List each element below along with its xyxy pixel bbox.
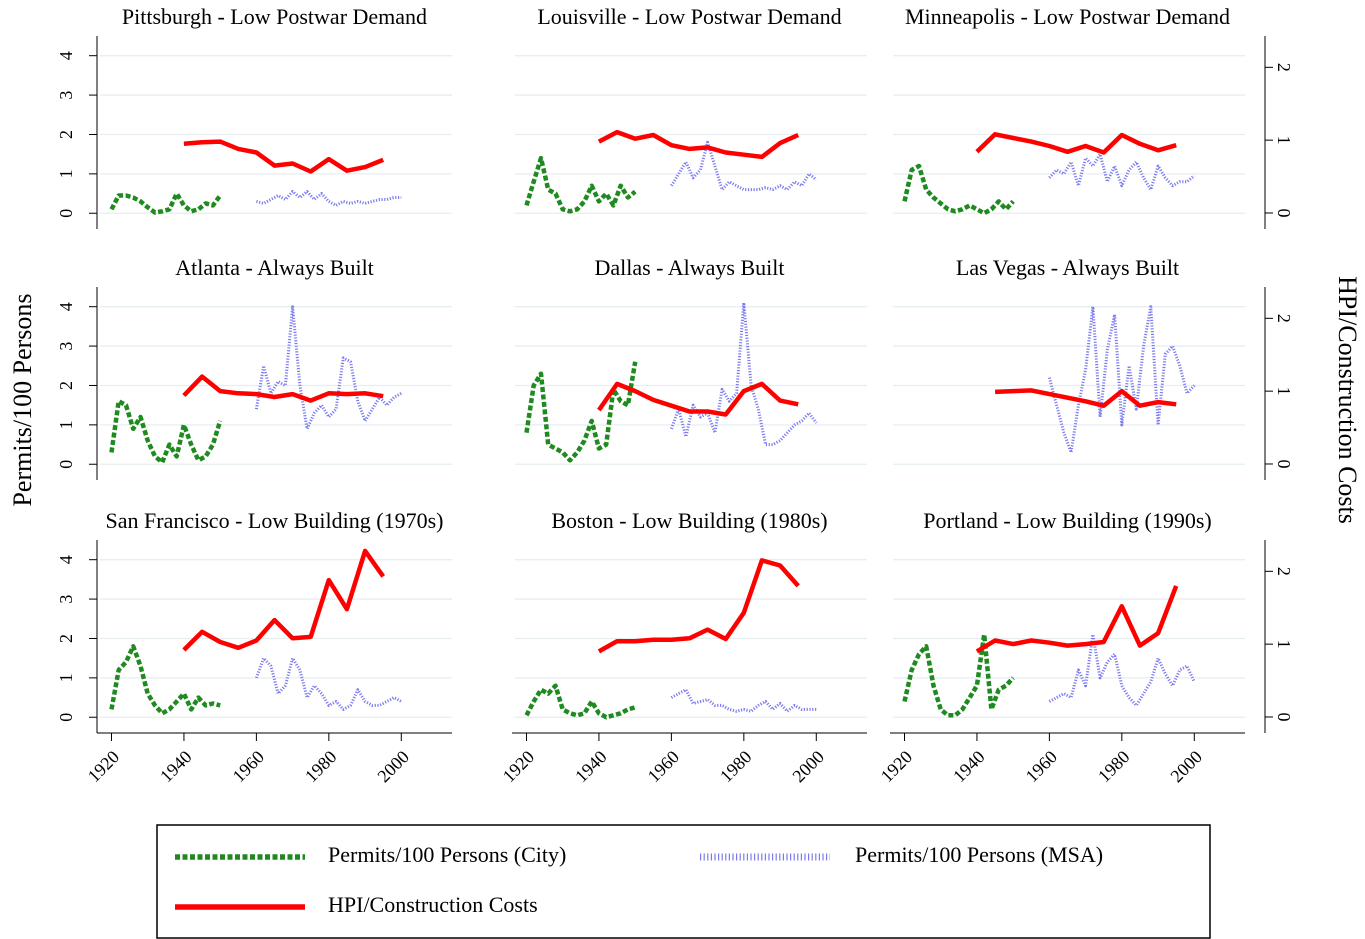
x-tick-label: 1980 bbox=[1094, 747, 1134, 787]
legend-label: HPI/Construction Costs bbox=[328, 892, 538, 917]
x-tick-label: 1920 bbox=[877, 747, 917, 787]
series-line bbox=[254, 656, 403, 711]
panel-title: San Francisco - Low Building (1970s) bbox=[106, 508, 444, 533]
y2-axis-label: HPI/Construction Costs bbox=[1333, 276, 1362, 524]
x-tick-label: 1980 bbox=[716, 747, 756, 787]
y2-tick-label: 1 bbox=[1274, 136, 1294, 145]
y2-tick-label: 1 bbox=[1274, 640, 1294, 649]
series-line bbox=[1047, 305, 1196, 454]
series-line bbox=[109, 191, 223, 215]
y2-tick-label: 2 bbox=[1274, 63, 1294, 72]
panel-title: Minneapolis - Low Postwar Demand bbox=[905, 4, 1230, 29]
y-tick-label: 4 bbox=[56, 302, 76, 311]
legend-label: Permits/100 Persons (MSA) bbox=[855, 842, 1103, 867]
series-line bbox=[670, 140, 818, 192]
legend-label: Permits/100 Persons (City) bbox=[328, 842, 566, 867]
x-tick-label: 1920 bbox=[84, 747, 124, 787]
y-tick-label: 0 bbox=[56, 209, 76, 218]
x-tick-label: 1960 bbox=[644, 747, 684, 787]
series-line bbox=[182, 374, 384, 403]
y-tick-label: 2 bbox=[56, 130, 76, 139]
series-line bbox=[975, 132, 1177, 155]
series-line bbox=[524, 361, 638, 463]
y-tick-label: 4 bbox=[56, 51, 76, 60]
y2-tick-label: 2 bbox=[1274, 314, 1294, 323]
series-line bbox=[182, 548, 386, 652]
x-tick-label: 2000 bbox=[373, 747, 413, 787]
y-tick-label: 4 bbox=[56, 555, 76, 564]
series-line bbox=[1048, 152, 1196, 192]
series-line bbox=[524, 683, 636, 720]
y2-tick-label: 0 bbox=[1274, 208, 1294, 217]
legend-box bbox=[156, 824, 1211, 939]
x-tick-label: 1960 bbox=[229, 747, 269, 787]
y-axis-label: Permits/100 Persons bbox=[8, 293, 37, 506]
x-tick-label: 1980 bbox=[301, 747, 341, 787]
panel-title: Las Vegas - Always Built bbox=[956, 255, 1179, 280]
y-tick-label: 0 bbox=[56, 460, 76, 469]
series-line bbox=[524, 155, 637, 214]
y2-tick-label: 0 bbox=[1274, 712, 1294, 721]
x-tick-label: 1940 bbox=[571, 747, 611, 787]
x-tick-label: 1960 bbox=[1022, 747, 1062, 787]
panel-title: Boston - Low Building (1980s) bbox=[551, 508, 827, 533]
series-line bbox=[109, 644, 221, 716]
panel-title: Dallas - Always Built bbox=[594, 255, 784, 280]
series-line bbox=[183, 139, 385, 174]
x-tick-label: 2000 bbox=[1166, 747, 1206, 787]
x-tick-label: 1940 bbox=[156, 747, 196, 787]
panel-title: Atlanta - Always Built bbox=[175, 255, 374, 280]
series-line bbox=[902, 632, 1015, 718]
y-tick-label: 2 bbox=[56, 381, 76, 390]
series-line bbox=[1048, 633, 1196, 707]
y2-tick-label: 1 bbox=[1274, 387, 1294, 396]
series-line bbox=[597, 129, 800, 160]
y-tick-label: 1 bbox=[56, 673, 76, 682]
y2-tick-label: 2 bbox=[1274, 567, 1294, 576]
series-line bbox=[255, 190, 402, 207]
series-line bbox=[597, 558, 800, 654]
series-line bbox=[975, 585, 1179, 654]
series-line bbox=[109, 398, 223, 465]
y-tick-label: 3 bbox=[56, 342, 76, 351]
panel-title: Pittsburgh - Low Postwar Demand bbox=[122, 4, 427, 29]
x-tick-label: 1920 bbox=[499, 747, 539, 787]
series-line bbox=[670, 688, 817, 713]
y-tick-label: 3 bbox=[56, 91, 76, 100]
y-tick-label: 0 bbox=[56, 713, 76, 722]
series-line bbox=[995, 388, 1177, 408]
x-tick-label: 2000 bbox=[788, 747, 828, 787]
y2-tick-label: 0 bbox=[1274, 459, 1294, 468]
y-tick-label: 1 bbox=[56, 169, 76, 178]
panel-title: Louisville - Low Postwar Demand bbox=[537, 4, 841, 29]
panel-title: Portland - Low Building (1990s) bbox=[923, 508, 1211, 533]
series-line bbox=[902, 163, 1015, 216]
y-tick-label: 3 bbox=[56, 595, 76, 604]
series-line bbox=[669, 301, 818, 447]
series-line bbox=[597, 381, 799, 417]
y-tick-label: 2 bbox=[56, 634, 76, 643]
series-line bbox=[254, 305, 403, 431]
x-tick-label: 1940 bbox=[949, 747, 989, 787]
y-tick-label: 1 bbox=[56, 420, 76, 429]
